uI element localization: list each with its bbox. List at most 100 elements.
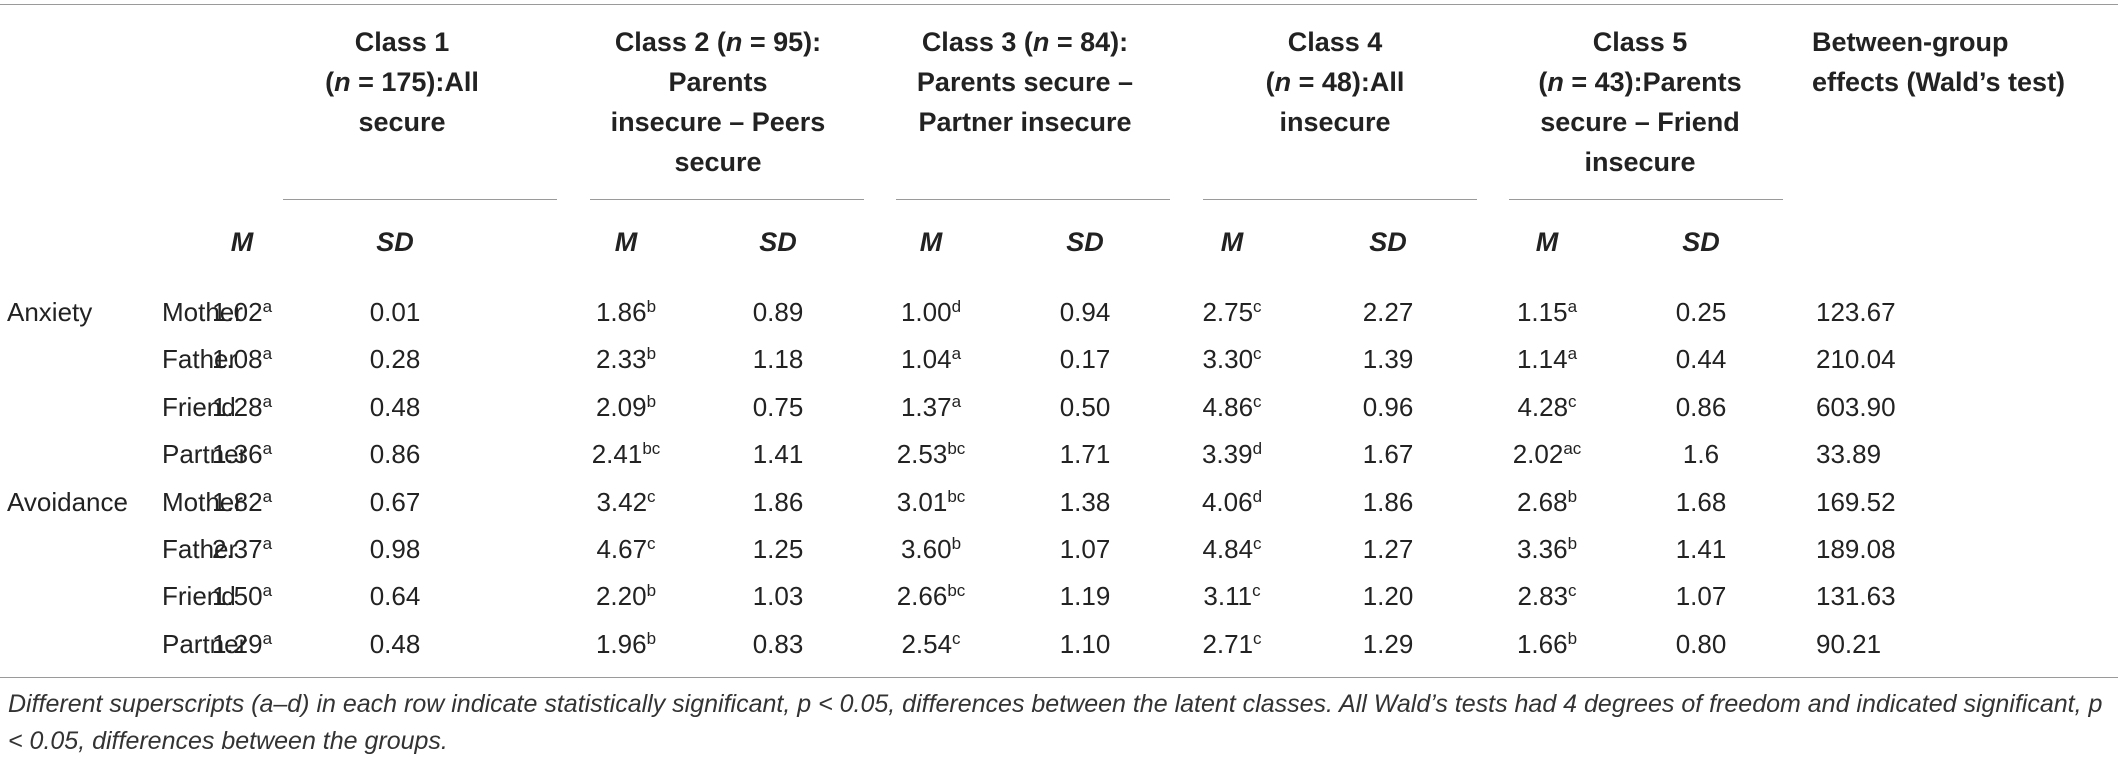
cell-value: 2.09 xyxy=(595,392,647,422)
mean-cell: 4.28c xyxy=(1472,389,1622,425)
wald-test-cell: 90.21 xyxy=(1816,629,1882,659)
cell-value: 4.67 xyxy=(596,534,648,564)
mean-cell: 1.50a xyxy=(167,578,317,614)
row-figure-label: Partner xyxy=(162,629,248,659)
cell-value: 1.86 xyxy=(595,297,647,327)
cell-value: 1.18 xyxy=(752,344,804,374)
cell-value: 1.6 xyxy=(1682,439,1720,469)
class-3-header: Class 3 (n = 84): Parents secure – Partner… xyxy=(885,22,1165,142)
mean-cell: 2.20b xyxy=(551,578,701,614)
cell-value: 1.71 xyxy=(1059,439,1111,469)
mean-cell: 3.36b xyxy=(1472,531,1622,567)
row-figure-label: Father xyxy=(162,344,238,374)
header-line: Class 3 (n = 84): xyxy=(885,22,1165,62)
significance-superscript: c xyxy=(1253,344,1262,363)
mean-cell: 3.30c xyxy=(1157,341,1307,377)
cell-value: 0.89 xyxy=(752,297,804,327)
class-4-header: Class 4 (n = 48):All insecure xyxy=(1195,22,1475,142)
sd-cell: 1.18 xyxy=(703,341,853,377)
sd-cell: 1.67 xyxy=(1313,436,1463,472)
wald-test-cell: 131.63 xyxy=(1816,581,1896,611)
mean-cell: 2.53bc xyxy=(856,436,1006,472)
cell-value: 2.02 xyxy=(1512,439,1564,469)
header-text: insecure xyxy=(1584,147,1696,177)
header-line: Class 4 xyxy=(1195,22,1475,62)
sd-cell: 1.07 xyxy=(1626,578,1776,614)
header-line: (n = 175):All xyxy=(272,62,532,102)
cell-value: 3.42 xyxy=(596,487,648,517)
sd-column-header: SD xyxy=(759,227,797,257)
significance-superscript: a xyxy=(951,392,962,411)
sd-cell: 1.19 xyxy=(1010,578,1160,614)
mean-cell: 2.68b xyxy=(1472,484,1622,520)
sd-cell: 0.75 xyxy=(703,389,853,425)
sd-column-header: SD xyxy=(1066,227,1104,257)
header-line: secure xyxy=(272,102,532,142)
header-line: (n = 43):Parents xyxy=(1500,62,1780,102)
mean-cell: 1.82a xyxy=(167,484,317,520)
significance-superscript: a xyxy=(262,534,273,553)
sd-cell: 2.27 xyxy=(1313,294,1463,330)
sd-cell: 0.25 xyxy=(1626,294,1776,330)
header-text: secure xyxy=(358,107,446,137)
significance-superscript: d xyxy=(951,297,962,316)
cell-value: 2.54 xyxy=(901,629,953,659)
sd-cell: 1.41 xyxy=(1626,531,1776,567)
cell-value: 0.64 xyxy=(369,581,421,611)
cell-value: 1.66 xyxy=(1516,629,1568,659)
sd-cell: 0.64 xyxy=(320,578,470,614)
cell-value: 1.25 xyxy=(752,534,804,564)
cell-value: 1.41 xyxy=(1675,534,1727,564)
cell-value: 2.20 xyxy=(595,581,647,611)
mean-cell: 3.60b xyxy=(856,531,1006,567)
class-5-header: Class 5 (n = 43):Parents secure – Friend in… xyxy=(1500,22,1780,182)
cell-value: 1.96 xyxy=(595,629,647,659)
sd-cell: 1.27 xyxy=(1313,531,1463,567)
cell-value: 2.83 xyxy=(1517,581,1569,611)
table-bottom-rule xyxy=(0,677,2118,678)
sd-column-header: SD xyxy=(1369,227,1407,257)
sd-cell: 1.41 xyxy=(703,436,853,472)
significance-superscript: b xyxy=(646,629,657,648)
cell-value: 1.37 xyxy=(900,392,952,422)
cell-value: 1.04 xyxy=(900,344,952,374)
significance-superscript: b xyxy=(1567,534,1578,553)
cell-value: 1.14 xyxy=(1516,344,1568,374)
mean-cell: 3.11c xyxy=(1157,578,1307,614)
sd-cell: 0.86 xyxy=(1626,389,1776,425)
cell-value: 1.50 xyxy=(211,581,263,611)
header-line: Class 1 xyxy=(272,22,532,62)
cell-value: 0.83 xyxy=(752,629,804,659)
significance-superscript: bc xyxy=(947,439,966,458)
cell-value: 1.07 xyxy=(1059,534,1111,564)
sd-column-header: SD xyxy=(1682,227,1720,257)
mean-cell: 2.83c xyxy=(1472,578,1622,614)
mean-cell: 2.02ac xyxy=(1472,436,1622,472)
significance-superscript: a xyxy=(951,344,962,363)
cell-value: 0.28 xyxy=(369,344,421,374)
row-group-label: Anxiety xyxy=(7,297,93,327)
cell-value: 1.82 xyxy=(211,487,263,517)
m-column-header: M xyxy=(1535,227,1559,257)
sd-cell: 1.07 xyxy=(1010,531,1160,567)
mean-cell: 1.28a xyxy=(167,389,317,425)
header-text: = 48):All xyxy=(1291,67,1405,97)
significance-superscript: c xyxy=(647,534,656,553)
header-text: = 84): xyxy=(1049,27,1129,57)
n-symbol: n xyxy=(725,27,743,57)
cell-value: 0.48 xyxy=(369,629,421,659)
cell-value: 4.86 xyxy=(1202,392,1254,422)
header-text: Class 4 xyxy=(1287,27,1383,57)
mean-cell: 3.39d xyxy=(1157,436,1307,472)
cell-value: 0.44 xyxy=(1675,344,1727,374)
cell-value: 1.28 xyxy=(211,392,263,422)
mean-cell: 2.71c xyxy=(1157,626,1307,662)
header-line: insecure xyxy=(1195,102,1475,142)
m-column-header: M xyxy=(230,227,254,257)
significance-superscript: a xyxy=(262,487,273,506)
sd-cell: 0.96 xyxy=(1313,389,1463,425)
significance-superscript: a xyxy=(262,629,273,648)
cell-value: 1.29 xyxy=(1362,629,1414,659)
n-symbol: n xyxy=(334,67,351,97)
class-5-underline xyxy=(1509,199,1783,200)
